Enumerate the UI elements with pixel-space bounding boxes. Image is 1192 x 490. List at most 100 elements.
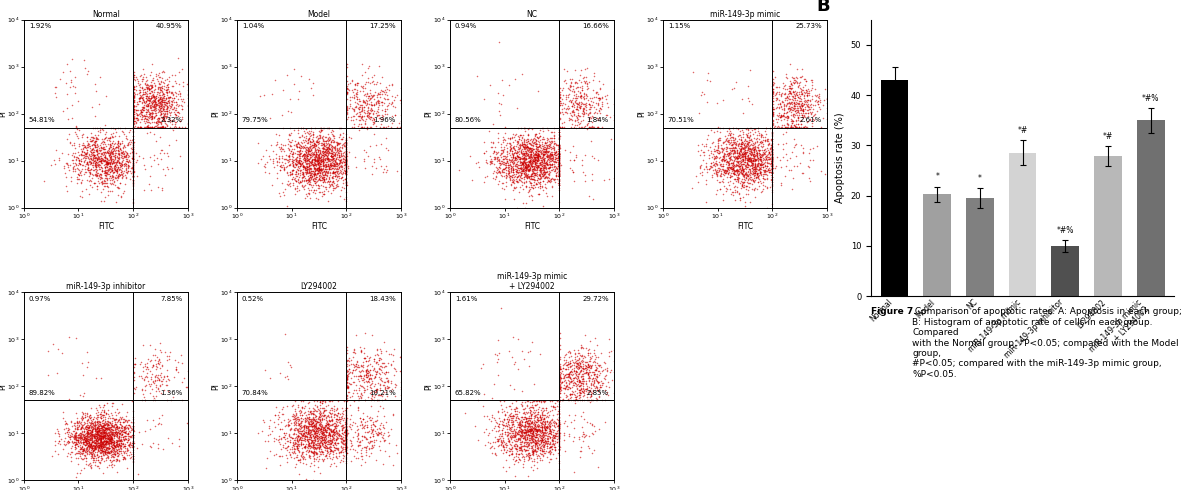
Point (355, 84, 374, 92)
Point (296, 166, 315, 174)
Point (302, 168, 321, 175)
Point (524, 151, 544, 159)
Point (511, 449, 530, 457)
Point (358, 367, 377, 374)
Point (114, 423, 134, 431)
Point (153, 380, 172, 388)
Point (110, 165, 129, 173)
Point (281, 142, 300, 150)
Point (702, 162, 721, 170)
Point (161, 109, 180, 117)
Point (312, 447, 331, 455)
Point (508, 204, 527, 212)
Point (305, 164, 324, 172)
Point (539, 423, 558, 431)
Point (361, 106, 380, 114)
Point (564, 85, 583, 93)
Point (730, 149, 749, 157)
Point (293, 415, 312, 423)
Point (527, 179, 546, 187)
Point (818, 115, 837, 123)
Point (287, 444, 306, 452)
Point (280, 182, 299, 190)
Point (77, 423, 97, 431)
Point (148, 385, 167, 392)
Point (720, 146, 739, 154)
Point (526, 130, 545, 138)
Point (513, 421, 532, 429)
Point (319, 428, 339, 436)
Point (317, 446, 336, 454)
Point (480, 160, 499, 168)
Point (346, 371, 365, 379)
Point (330, 426, 349, 434)
Point (285, 437, 304, 444)
Point (168, 368, 187, 376)
Point (49, 439, 68, 447)
Point (86, 414, 105, 422)
Point (737, 159, 756, 167)
Point (337, 95, 356, 103)
Point (97, 438, 116, 446)
Point (377, 134, 396, 142)
Point (275, 436, 294, 443)
Point (586, 353, 606, 361)
Point (368, 99, 387, 107)
Point (302, 131, 321, 139)
Point (324, 441, 343, 449)
Point (530, 170, 550, 177)
Point (782, 98, 801, 106)
Point (131, 86, 150, 94)
Point (310, 421, 329, 429)
Point (82, 426, 101, 434)
Point (567, 362, 586, 369)
Point (316, 169, 335, 177)
Point (336, 180, 355, 188)
Point (63, 438, 82, 445)
Point (560, 75, 579, 83)
Point (739, 176, 758, 184)
Point (559, 369, 578, 377)
Point (86, 425, 105, 433)
Point (750, 175, 769, 183)
Point (99, 434, 118, 442)
Point (762, 162, 781, 170)
Point (265, 451, 284, 459)
Point (309, 159, 328, 167)
Point (793, 86, 812, 94)
Point (75, 433, 94, 441)
Point (323, 143, 342, 150)
Point (163, 126, 182, 134)
Point (331, 149, 350, 157)
Point (145, 104, 164, 112)
Point (517, 433, 536, 441)
Point (570, 76, 589, 84)
Point (142, 76, 161, 84)
Point (75, 464, 94, 472)
Point (489, 134, 508, 142)
Point (336, 447, 355, 455)
Point (89, 142, 108, 150)
Point (359, 356, 378, 364)
Point (138, 96, 157, 104)
Point (86, 153, 105, 161)
Point (560, 432, 579, 440)
Point (527, 171, 546, 178)
Point (310, 175, 329, 183)
Point (123, 448, 142, 456)
Point (536, 404, 555, 412)
Point (380, 453, 399, 461)
Point (300, 178, 319, 186)
Point (511, 167, 530, 175)
Point (286, 161, 305, 169)
Point (519, 416, 538, 424)
Point (595, 386, 614, 394)
Point (325, 150, 344, 158)
Point (534, 452, 553, 460)
Point (538, 439, 557, 447)
Point (524, 438, 544, 445)
Point (501, 441, 520, 448)
Point (299, 147, 318, 155)
Point (123, 167, 142, 174)
Point (81, 428, 100, 436)
